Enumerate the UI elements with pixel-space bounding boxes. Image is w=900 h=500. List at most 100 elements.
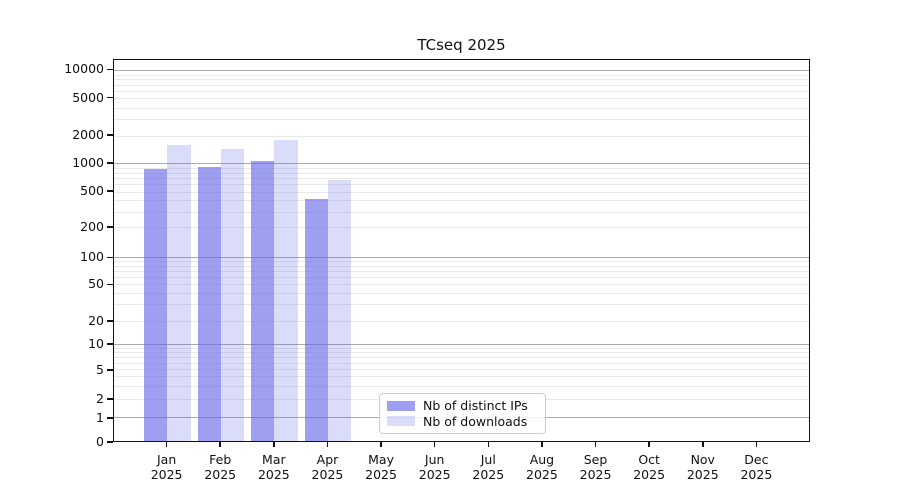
y-tick-mark (107, 343, 113, 346)
x-tick-label-aug: Aug 2025 (526, 452, 558, 482)
bar-downloads-apr (327, 180, 352, 441)
x-tick-mark (380, 442, 382, 447)
grid-line (114, 91, 809, 93)
x-tick-mark (755, 442, 758, 447)
y-tick-mark (107, 320, 113, 322)
grid-line (114, 79, 809, 81)
bar-distinct-ips-apr (304, 199, 328, 441)
x-tick-label-sep: Sep 2025 (579, 452, 612, 482)
x-tick-label-mar: Mar 2025 (257, 452, 290, 482)
y-tick-mark (107, 162, 113, 164)
grid-line (114, 107, 809, 109)
grid-line (114, 293, 809, 295)
x-tick-mark (219, 442, 222, 447)
y-tick-mark (107, 417, 113, 419)
x-tick-mark (701, 442, 704, 447)
grid-line (114, 172, 809, 174)
grid-line (114, 119, 809, 121)
y-tick-label: 5000 (72, 89, 104, 105)
y-tick-label: 0 (96, 434, 104, 449)
grid-line (114, 385, 809, 387)
grid-line (114, 74, 809, 76)
x-tick-mark (487, 442, 490, 447)
x-tick-label-may: May 2025 (365, 452, 397, 482)
grid-line (114, 191, 809, 193)
y-tick-label: 2000 (72, 126, 104, 142)
grid-line (114, 265, 809, 267)
x-tick-label-feb: Feb 2025 (204, 452, 237, 482)
grid-line (114, 284, 809, 286)
y-tick-mark (107, 398, 113, 401)
grid-line (114, 167, 809, 169)
grid-line (114, 369, 809, 371)
grid-line (114, 177, 809, 179)
x-tick-mark (594, 442, 597, 447)
grid-line (114, 227, 809, 229)
bar-downloads-mar (274, 140, 298, 441)
legend-item-distinct-ips: Nb of distinct IPs (387, 398, 537, 414)
y-tick-mark (107, 283, 113, 286)
legend: Nb of distinct IPs Nb of downloads (379, 393, 546, 434)
y-tick-mark (107, 68, 113, 71)
y-tick-mark (107, 190, 113, 193)
y-tick-mark (107, 134, 113, 136)
x-tick-label-jul: Jul 2025 (472, 452, 505, 482)
x-tick-label-dec: Dec 2025 (740, 452, 773, 482)
bar-downloads-jan (167, 144, 191, 441)
bar-distinct-ips-jan (144, 169, 168, 441)
grid-line (114, 184, 809, 186)
y-tick-label: 1000 (72, 154, 104, 170)
grid-line (114, 211, 809, 213)
x-tick-label-apr: Apr 2025 (311, 452, 344, 482)
x-tick-mark (165, 442, 168, 447)
x-tick-label-oct: Oct 2025 (633, 452, 666, 482)
plot-area: Nb of distinct IPs Nb of downloads (113, 59, 810, 442)
legend-label: Nb of distinct IPs (423, 398, 528, 414)
y-tick-label: 200 (80, 219, 104, 235)
x-tick-mark (541, 442, 543, 447)
grid-line (114, 320, 809, 322)
y-tick-label: 50 (88, 276, 104, 292)
grid-line (114, 135, 809, 137)
y-tick-label: 20 (88, 313, 104, 328)
y-tick-mark (107, 226, 113, 229)
grid-line (114, 277, 809, 279)
x-tick-label-nov: Nov 2025 (686, 452, 719, 482)
grid-line (114, 304, 809, 306)
y-tick-mark (107, 441, 113, 443)
y-tick-label: 2 (96, 391, 104, 407)
chart-title: TCseq 2025 (417, 36, 506, 54)
grid-line (114, 376, 809, 378)
grid-line (114, 343, 809, 345)
legend-swatch-downloads (387, 416, 415, 427)
grid-line (114, 362, 809, 364)
y-tick-label: 100 (80, 249, 104, 265)
bar-distinct-ips-feb (197, 167, 221, 441)
bar-distinct-ips-mar (251, 161, 275, 441)
y-tick-mark (107, 369, 113, 371)
grid-line (114, 356, 809, 358)
legend-label: Nb of downloads (423, 413, 528, 429)
grid-line (114, 98, 809, 100)
grid-line (114, 200, 809, 202)
legend-item-downloads: Nb of downloads (387, 414, 537, 430)
y-tick-label: 10000 (64, 61, 104, 77)
x-tick-mark (433, 442, 436, 447)
grid-line (114, 261, 809, 263)
y-tick-label: 500 (80, 183, 104, 199)
x-tick-mark (273, 442, 275, 447)
x-tick-mark (648, 442, 650, 447)
y-tick-mark (107, 256, 113, 259)
grid-line (114, 347, 809, 349)
grid-line (114, 70, 809, 72)
y-tick-label: 1 (96, 409, 104, 425)
grid-line (114, 352, 809, 354)
y-tick-mark (107, 96, 113, 99)
grid-line (114, 163, 809, 165)
bar-downloads-feb (220, 148, 245, 441)
x-tick-label-jun: Jun 2025 (418, 452, 451, 482)
grid-line (114, 84, 809, 86)
legend-swatch-distinct-ips (387, 400, 415, 411)
grid-line (114, 271, 809, 273)
